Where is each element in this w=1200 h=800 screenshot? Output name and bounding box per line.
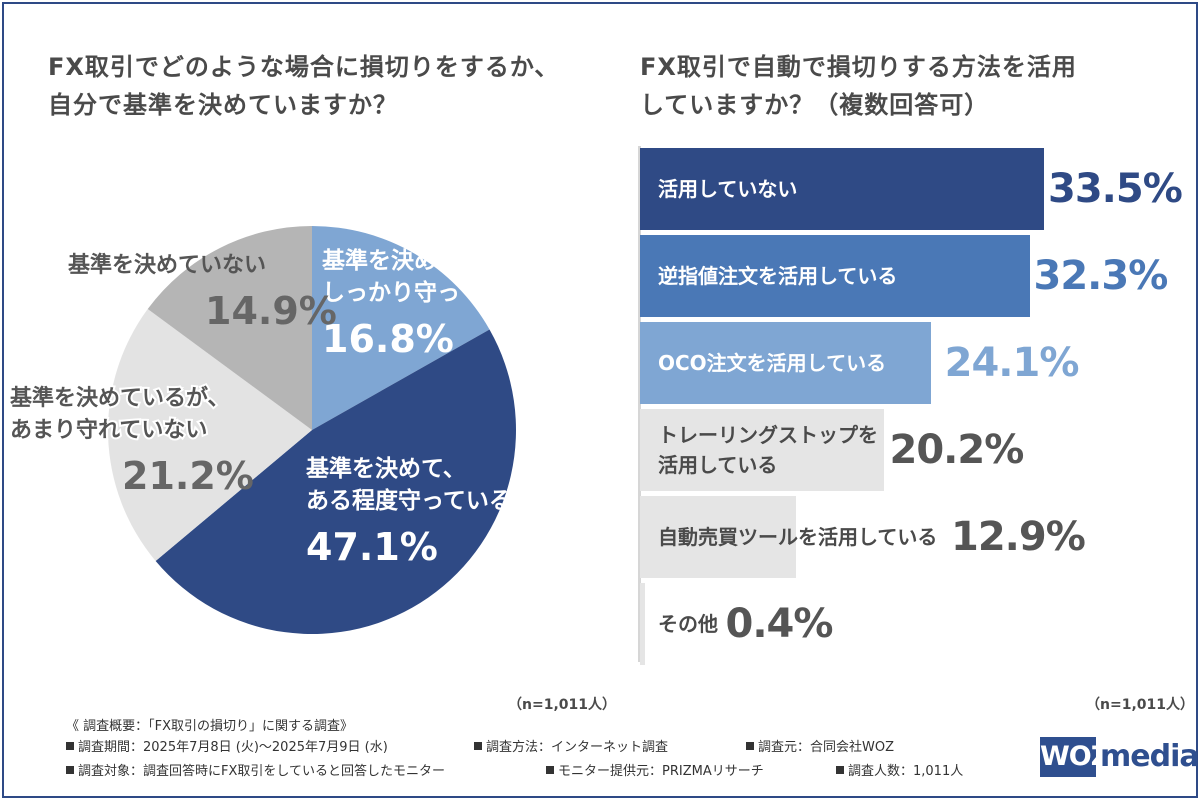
pie-chart: 基準を決めて、しっかり守っている16.8%基準を決めて、ある程度守っている47.… [8, 226, 528, 634]
bullet-square [836, 766, 844, 774]
bar-label: その他 [658, 609, 718, 639]
pie-slice-label: しっかり守っている [322, 279, 528, 306]
bar-label-line: 逆指値注文を活用している [658, 264, 898, 288]
pie-chart-title: FX取引でどのような場合に損切りをするか、 自分で基準を決めていますか？ [48, 48, 608, 124]
pie-slice-label: 基準を決めて、 [322, 247, 482, 274]
pie-title-line2: 自分で基準を決めていますか？ [48, 91, 398, 119]
pie-slice-label: ある程度守っている [306, 487, 512, 514]
pie-slice [147, 226, 312, 430]
pie-slice-label: 基準を決めて、 [306, 455, 466, 482]
survey-target-row: 調査対象：調査回答時にFX取引をしていると回答したモニター [66, 761, 445, 782]
bullet-square [546, 766, 554, 774]
bar-value: 20.2% [889, 427, 1025, 473]
bar-value: 32.3% [1033, 253, 1169, 299]
bullet-square [66, 742, 74, 750]
pie-slice [312, 226, 490, 430]
pie-slice-label: 基準を決めているが、 [10, 385, 230, 411]
bar [640, 496, 796, 578]
pie-slice-label: 基準を決めていない [68, 252, 266, 278]
survey-period: 調査期間：2025年7月8日 (火)〜2025年7月9日 (水) [78, 740, 388, 755]
pie-sample-size: （n=1,011人） [508, 697, 616, 713]
survey-period-row: 調査期間：2025年7月8日 (火)〜2025年7月9日 (水) [66, 737, 388, 758]
logo-media-text: media [1100, 739, 1200, 774]
bar-label-line: その他 [658, 612, 718, 636]
bullet-square [66, 766, 74, 774]
bar-chart-title: FX取引で自動で損切りする方法を活用 していますか？（複数回答可） [640, 48, 1180, 124]
pie-slice [107, 309, 312, 562]
bar-value: 12.9% [951, 514, 1086, 560]
bar-label-line: 活用していない [658, 177, 798, 201]
pie-slice-label: あまり守れていない [10, 417, 207, 443]
bar-value: 0.4% [725, 601, 834, 647]
survey-organizer-row: 調査元：合同会社WOZ [746, 737, 894, 758]
survey-target: 調査対象：調査回答時にFX取引をしていると回答したモニター [78, 764, 445, 779]
survey-provider: モニター提供元：PRIZMAリサーチ [558, 764, 764, 779]
survey-method: 調査方法：インターネット調査 [486, 740, 669, 755]
bar-label: 活用していない [658, 174, 797, 204]
bullet-square [746, 742, 754, 750]
bar-value: 33.5% [1048, 166, 1183, 212]
pie-slice-value: 21.2% [122, 454, 254, 498]
bar-label-line: 自動売買ツールを活用している [658, 525, 938, 549]
bar-sample-size: （n=1,011人） [1086, 697, 1194, 713]
bar [640, 148, 1044, 230]
survey-header: 《 調査概要：「FX取引の損切り」に関する調査》 [66, 719, 354, 734]
pie-slice-value: 16.8% [322, 317, 454, 361]
bar-axis-line [638, 146, 641, 662]
bar-title-line1: FX取引で自動で損切りする方法を活用 [640, 53, 1077, 81]
pie-title-line1: FX取引でどのような場合に損切りをするか、 [48, 53, 560, 81]
bar-label: トレーリングストップを 活用している [658, 420, 878, 480]
pie-slice-value: 14.9% [205, 289, 337, 333]
bar [640, 322, 931, 404]
pie-slice [155, 329, 516, 634]
bar [640, 409, 884, 491]
survey-provider-row: モニター提供元：PRIZMAリサーチ [546, 761, 764, 782]
bar-value: 24.1% [944, 340, 1080, 386]
bar-label-line: OCO注文を活用している [658, 351, 887, 375]
bar-title-line2: していますか？（複数回答可） [640, 91, 990, 119]
bar [640, 583, 645, 665]
survey-organizer: 調査元：合同会社WOZ [758, 740, 894, 755]
bar-label-line: 活用している [658, 453, 778, 477]
bar-label-line: トレーリングストップを [658, 423, 878, 447]
bar-label: 逆指値注文を活用している [658, 261, 897, 291]
bar-label: OCO注文を活用している [658, 348, 886, 378]
logo-woz-box: WOZ [1040, 737, 1110, 777]
bar [640, 235, 1030, 317]
survey-count: 調査人数：1,011人 [848, 764, 964, 779]
bar-label: 自動売買ツールを活用している [658, 522, 937, 552]
survey-count-row: 調査人数：1,011人 [836, 761, 963, 782]
bullet-square [474, 742, 482, 750]
pie-slice-value: 47.1% [306, 525, 438, 569]
bar-chart: 活用していない 33.5% 逆指値注文を活用している 32.3% OCO注文を活用してい… [638, 146, 1183, 665]
survey-method-row: 調査方法：インターネット調査 [474, 737, 668, 758]
